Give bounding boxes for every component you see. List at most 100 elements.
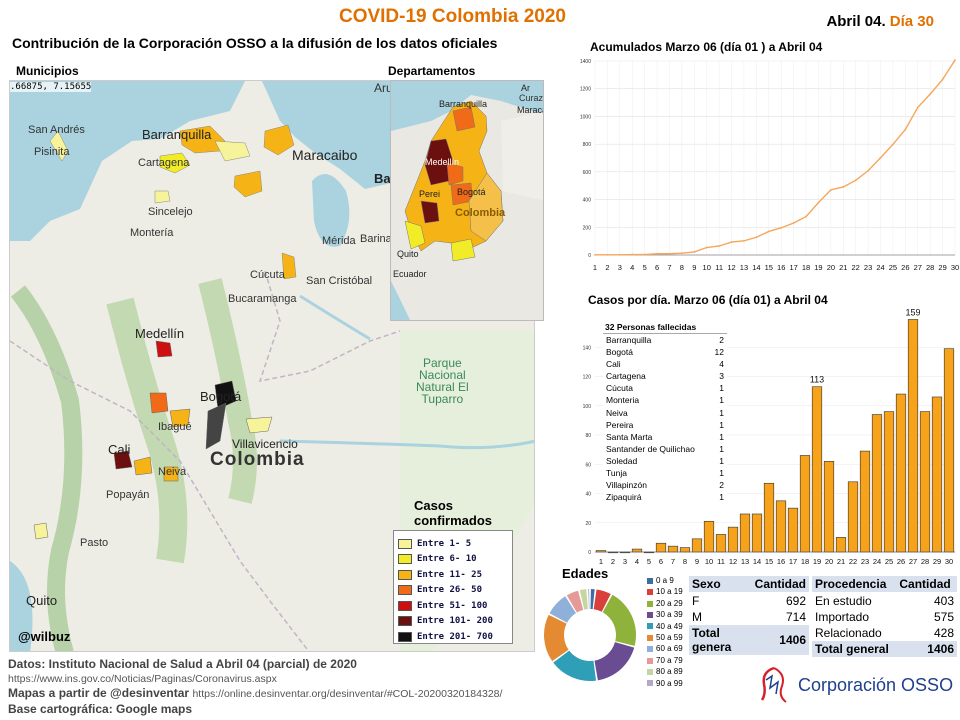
deaths-row: Neiva 1 bbox=[603, 407, 727, 419]
x-tick-label: 6 bbox=[659, 557, 663, 566]
x-tick-label: 16 bbox=[777, 557, 785, 566]
map-label-quito: Quito bbox=[26, 593, 58, 608]
deaths-city: Barranquilla bbox=[606, 335, 652, 345]
deaths-city: Bogotá bbox=[606, 347, 633, 358]
departamentos-map[interactable]: Barranquilla Curazao Maracaibo Medellín … bbox=[390, 80, 544, 321]
x-tick-label: 19 bbox=[814, 263, 822, 272]
map-label-pisinita: Pisinita bbox=[34, 146, 70, 158]
deaths-count: 12 bbox=[714, 347, 724, 358]
daily-chart-title: Casos por día. Marzo 06 (día 01) a Abril… bbox=[588, 293, 828, 307]
ages-legend-swatch bbox=[647, 600, 653, 607]
daily-bar bbox=[943, 348, 955, 553]
daily-bar bbox=[655, 542, 667, 553]
credits-basemap: Base cartográfica: Google maps bbox=[8, 701, 193, 716]
credits-data-source: Datos: Instituto Nacional de Salud a Abr… bbox=[8, 657, 357, 671]
sex-label: F bbox=[692, 594, 700, 608]
credits-desinventar-link[interactable]: https://online.desinventar.org/desinvent… bbox=[192, 688, 503, 700]
daily-bar bbox=[859, 450, 871, 553]
deaths-count: 1 bbox=[719, 443, 724, 454]
deaths-row: Bogotá 12 bbox=[603, 346, 727, 358]
legend-label: Entre 51- 100 bbox=[417, 600, 488, 611]
cumulative-point bbox=[631, 253, 634, 256]
cumulative-point bbox=[854, 179, 857, 182]
y-tick-label: 1200 bbox=[580, 87, 591, 93]
deaths-count: 1 bbox=[719, 407, 724, 418]
deaths-city: Cartagena bbox=[606, 371, 646, 382]
origin-table: Procedencia Cantidad En estudio 403 Import… bbox=[812, 576, 957, 657]
deaths-city: Pereira bbox=[606, 419, 634, 430]
osso-logo: Corporación OSSO bbox=[758, 666, 953, 704]
x-tick-label: 4 bbox=[635, 557, 639, 566]
deaths-row: Barranquilla 2 bbox=[603, 334, 727, 346]
map-label-aruba: Aru bbox=[374, 81, 393, 95]
legend-label: Entre 201- 700 bbox=[417, 631, 493, 642]
ages-donut-chart bbox=[544, 589, 636, 681]
ages-legend-swatch bbox=[647, 680, 653, 687]
deaths-row: Tunja 1 bbox=[603, 467, 727, 479]
y-tick-label: 80 bbox=[585, 433, 591, 439]
donut-slice bbox=[590, 589, 595, 610]
cumulative-point bbox=[618, 253, 621, 256]
deaths-row: Santa Marta 1 bbox=[603, 431, 727, 443]
deaths-row: Cali 4 bbox=[603, 358, 727, 370]
legend-label: Entre 101- 200 bbox=[417, 616, 493, 627]
ages-legend-label: 0 a 9 bbox=[656, 576, 674, 585]
x-tick-label: 24 bbox=[876, 263, 884, 272]
sex-table: Sexo Cantidad F 692 M 714 Total genera 1406 bbox=[689, 576, 809, 655]
sex-count: 714 bbox=[785, 610, 806, 624]
cumulative-point bbox=[941, 78, 944, 81]
small-label-barranquilla: Barranquilla bbox=[439, 99, 488, 109]
map-label-barinas: Barina bbox=[360, 233, 392, 245]
map-label-barranquilla: Barranquilla bbox=[142, 127, 212, 142]
origin-count: 428 bbox=[933, 626, 954, 640]
map-label-ibague: Ibagué bbox=[158, 421, 192, 433]
daily-bar bbox=[799, 455, 811, 553]
small-label-curazao: Curazao bbox=[519, 93, 544, 103]
legend-label: Entre 26- 50 bbox=[417, 585, 483, 596]
y-tick-label: 600 bbox=[583, 170, 592, 176]
cumulative-point bbox=[829, 188, 832, 191]
deaths-row: Cartagena 3 bbox=[603, 370, 727, 382]
legend-swatch bbox=[398, 616, 412, 627]
deaths-count: 2 bbox=[719, 335, 724, 345]
map-label-popayan: Popayán bbox=[106, 489, 150, 501]
x-tick-label: 5 bbox=[643, 263, 647, 272]
daily-bar bbox=[703, 520, 715, 553]
daily-bar bbox=[931, 396, 943, 553]
daily-bar bbox=[739, 513, 751, 553]
x-tick-label: 17 bbox=[789, 263, 797, 272]
cumulative-point bbox=[755, 236, 758, 239]
x-tick-label: 26 bbox=[901, 263, 909, 272]
cumulative-point bbox=[867, 169, 870, 172]
date-text: Abril 04. bbox=[826, 13, 886, 30]
daily-bar bbox=[679, 547, 691, 553]
map-label-neiva: Neiva bbox=[158, 466, 187, 478]
cumulative-point bbox=[643, 253, 646, 256]
cumulative-point bbox=[730, 241, 733, 244]
x-tick-label: 23 bbox=[861, 557, 869, 566]
x-tick-label: 17 bbox=[789, 557, 797, 566]
y-tick-label: 120 bbox=[583, 375, 592, 381]
origin-label: En estudio bbox=[815, 594, 872, 608]
daily-bar bbox=[727, 526, 739, 553]
cumulative-point bbox=[767, 230, 770, 233]
x-tick-label: 2 bbox=[611, 557, 615, 566]
daily-bar bbox=[871, 414, 883, 553]
author-handle: @wilbuz bbox=[18, 629, 71, 644]
daily-bar bbox=[823, 461, 835, 553]
daily-bar bbox=[775, 500, 787, 553]
ages-legend-item: 10 a 19 bbox=[647, 586, 683, 597]
daily-bar bbox=[907, 319, 919, 553]
x-tick-label: 3 bbox=[618, 263, 622, 272]
cumulative-chart-title: Acumulados Marzo 06 (día 01 ) a Abril 04 bbox=[590, 40, 823, 54]
x-tick-label: 9 bbox=[692, 263, 696, 272]
credits-ins-link[interactable]: https://www.ins.gov.co/Noticias/Paginas/… bbox=[8, 672, 277, 685]
deaths-city: Villapinzón bbox=[606, 480, 647, 491]
x-tick-label: 12 bbox=[729, 557, 737, 566]
deaths-count: 4 bbox=[719, 359, 724, 370]
small-label-medellin: Medellín bbox=[425, 157, 460, 167]
x-tick-label: 22 bbox=[849, 557, 857, 566]
ages-legend-item: 40 a 49 bbox=[647, 621, 683, 632]
cumulative-point bbox=[606, 253, 609, 256]
